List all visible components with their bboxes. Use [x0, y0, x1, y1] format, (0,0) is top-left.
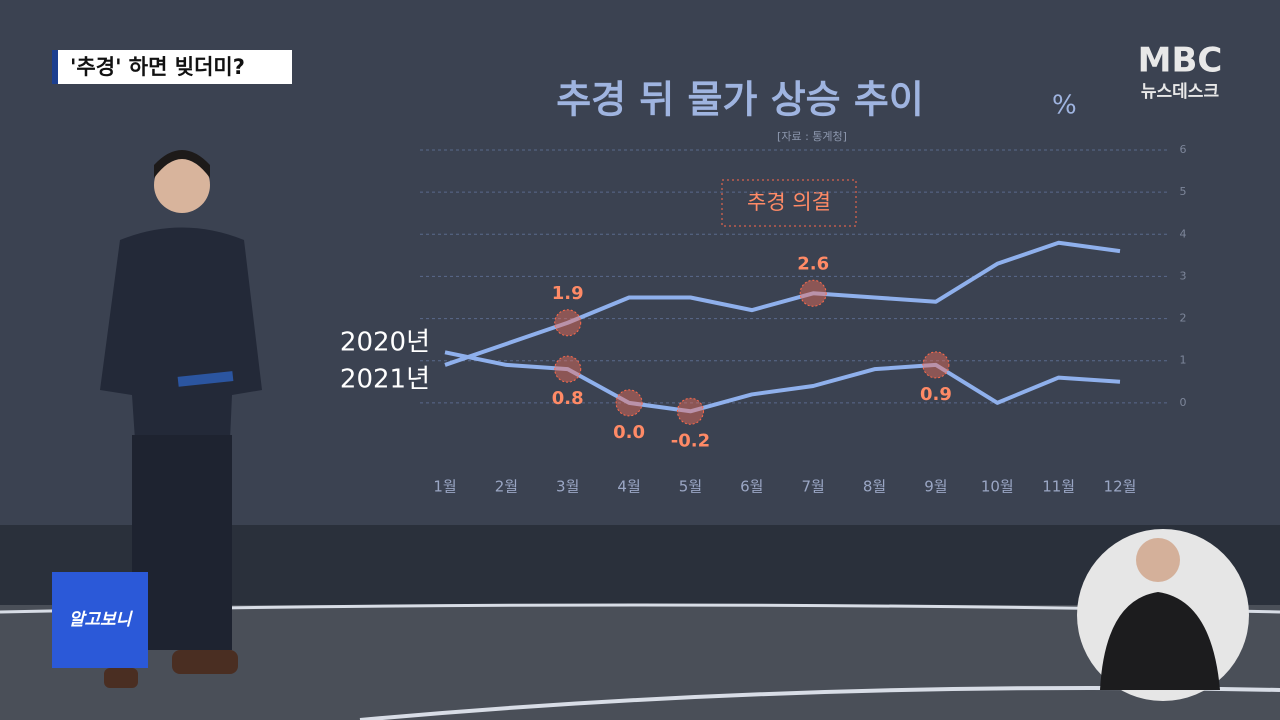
annotation: 추경 의결: [747, 190, 831, 214]
caption: '추경' 하면 빚더미?: [70, 55, 245, 79]
y-tick-label: 6: [1180, 143, 1187, 156]
value-label: 0.8: [552, 388, 584, 409]
point-marker: [922, 351, 950, 379]
caption-box: [52, 50, 292, 84]
y-tick-label: 2: [1180, 312, 1187, 325]
logo-brand: MBC: [1138, 41, 1223, 81]
sign-interpreter: [1100, 538, 1220, 690]
x-tick-label: 10월: [981, 478, 1014, 496]
point-marker: [676, 397, 704, 425]
badge: 알고보니: [69, 610, 134, 630]
series-line: [444, 240, 1121, 367]
y-tick-label: 4: [1180, 227, 1187, 240]
point-marker: [554, 355, 582, 383]
x-tick-label: 3월: [556, 478, 579, 496]
x-tick-label: 6월: [740, 478, 763, 496]
series-label: 2021년: [340, 365, 430, 395]
x-tick-label: 1월: [433, 478, 456, 496]
source: [자료 : 통계청]: [777, 130, 847, 143]
badge-box: [52, 572, 148, 668]
point-marker: [554, 309, 582, 337]
x-tick-label: 5월: [679, 478, 702, 496]
point-marker: [615, 389, 643, 417]
series-line: [444, 350, 1121, 414]
chart-title: 추경 뒤 물가 상승 추이: [556, 78, 924, 122]
unit: %: [1052, 91, 1077, 121]
y-tick-label: 1: [1180, 354, 1187, 367]
y-tick-label: 3: [1180, 269, 1187, 282]
y-tick-label: 5: [1180, 185, 1187, 198]
x-tick-label: 4월: [617, 478, 640, 496]
x-tick-label: 2월: [495, 478, 518, 496]
annotation-box: [721, 179, 857, 227]
x-tick-label: 7월: [802, 478, 825, 496]
presenter: [100, 150, 262, 688]
value-label: -0.2: [671, 430, 710, 451]
value-label: 1.9: [552, 283, 584, 304]
y-tick-label: 0: [1180, 396, 1187, 409]
point-marker: [799, 279, 827, 307]
value-label: 0.9: [920, 384, 952, 405]
logo-program: 뉴스데스크: [1141, 82, 1220, 102]
value-label: 2.6: [797, 253, 829, 274]
chart: 추경 뒤 물가 상승 추이 % [자료 : 통계청] 추경 의결 0 1 2 3 4 5 6…: [340, 78, 1187, 496]
caption-accent: [52, 50, 58, 84]
x-tick-label: 9월: [924, 478, 947, 496]
x-tick-label: 11월: [1042, 478, 1075, 496]
series-label: 2020년: [340, 328, 430, 358]
x-tick-label: 12월: [1104, 478, 1137, 496]
x-tick-label: 8월: [863, 478, 886, 496]
value-label: 0.0: [613, 422, 645, 443]
